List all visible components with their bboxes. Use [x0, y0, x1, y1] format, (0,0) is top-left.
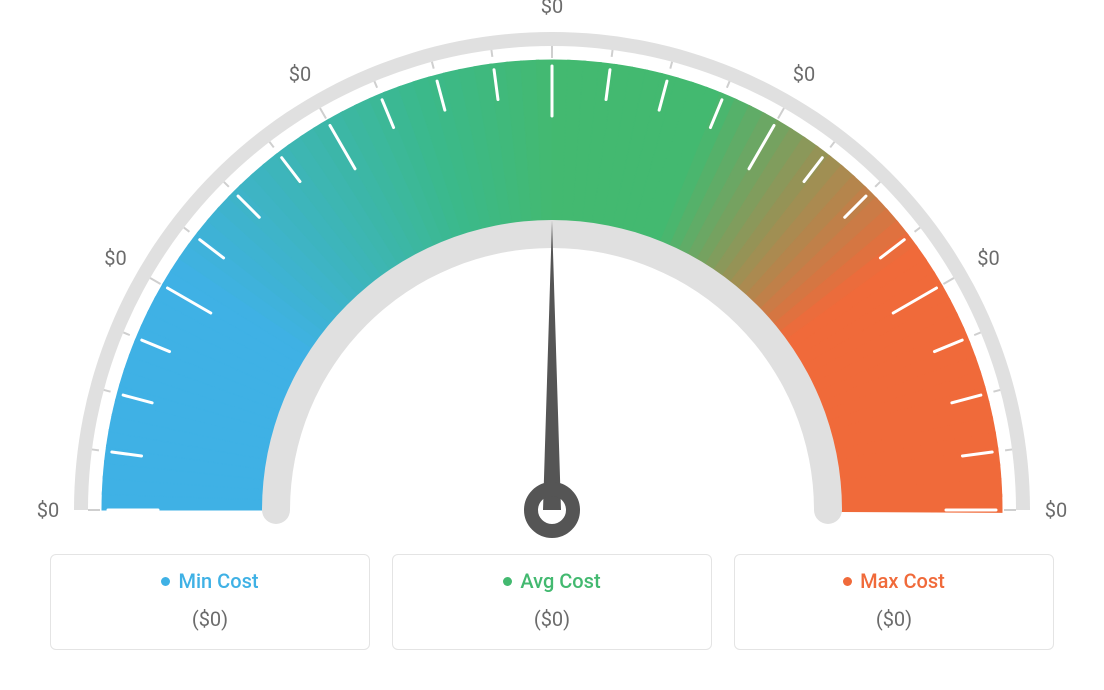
legend-dot-avg — [503, 577, 512, 586]
legend-value-min: ($0) — [61, 607, 359, 631]
legend-label-max: Max Cost — [860, 569, 945, 593]
gauge-tick-label: $0 — [37, 498, 59, 522]
legend-title-min: Min Cost — [61, 569, 359, 593]
legend-value-max: ($0) — [745, 607, 1043, 631]
gauge-tick-label: $0 — [104, 246, 126, 270]
gauge-area: $0 $0 $0 $0 $0 $0 $0 — [32, 0, 1072, 560]
legend-card-avg: Avg Cost ($0) — [392, 554, 712, 650]
legend-title-avg: Avg Cost — [403, 569, 701, 593]
legend-card-max: Max Cost ($0) — [734, 554, 1054, 650]
gauge-tick-label: $0 — [1045, 498, 1067, 522]
legend-value-avg: ($0) — [403, 607, 701, 631]
legend-label-avg: Avg Cost — [520, 569, 600, 593]
legend-row: Min Cost ($0) Avg Cost ($0) Max Cost ($0… — [0, 554, 1104, 650]
gauge-tick-label: $0 — [977, 246, 999, 270]
legend-card-min: Min Cost ($0) — [50, 554, 370, 650]
gauge-tick-label: $0 — [289, 62, 311, 86]
legend-label-min: Min Cost — [178, 569, 258, 593]
legend-dot-max — [843, 577, 852, 586]
legend-dot-min — [161, 577, 170, 586]
cost-gauge-chart: $0 $0 $0 $0 $0 $0 $0 Min Cost ($0) Avg Cost ($… — [0, 0, 1104, 690]
gauge-svg — [32, 0, 1072, 560]
legend-title-max: Max Cost — [745, 569, 1043, 593]
gauge-tick-label: $0 — [793, 62, 815, 86]
gauge-tick-label: $0 — [541, 0, 563, 18]
